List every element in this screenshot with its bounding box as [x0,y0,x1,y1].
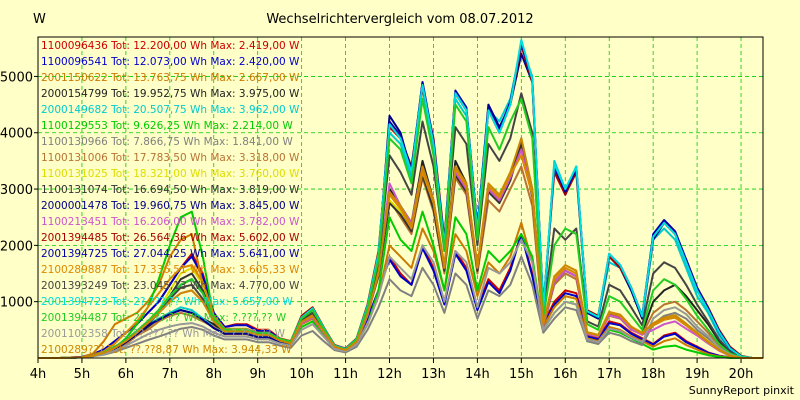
plot-background [38,37,763,358]
legend-entry: 1100129553 Tot: 9.626,25 Wh Max: 2.214,0… [41,120,293,132]
series-line-2001393249 [38,92,763,359]
x-tick-label: 19h [685,367,710,382]
legend-entry: 2001102358 Tot: ??.???,?? Wh Max: ?.???,… [41,328,286,340]
legend-entry: 1100131006 Tot: 17.783,50 Wh Max: 3.318,… [41,152,300,164]
x-tick-label: 20h [729,367,754,382]
x-tick-label: 10h [289,367,314,382]
credit-label: SunnyReport pinxit [689,384,795,397]
series-line-2100289??? [38,137,763,359]
legend-entry: 2001394725 Tot: 27.044,25 Wh Max: 5.641,… [41,248,300,260]
legend-entry: 2100289887 Tot: 17.336,51 Wh Max: 3.605,… [41,264,300,276]
x-tick-label: 14h [465,367,490,382]
legend-entry: 2001394485 Tot: 26.564,36 Wh Max: 5.602,… [41,232,300,244]
y-tick-label: 3000 [0,183,33,198]
x-tick-label: 18h [641,367,666,382]
x-tick-label: 4h [30,367,47,382]
legend-entry: 1100130966 Tot: 7.866,75 Wh Max: 1.841,0… [41,136,293,148]
x-tick-label: 15h [509,367,534,382]
y-tick-label: 2000 [0,239,33,254]
legend-entry: 1100131074 Tot: 16.694,50 Wh Max: 3.819,… [41,184,300,196]
series-line-1100130966 [38,255,763,359]
series-line-1100129553 [38,210,763,359]
x-tick-label: 5h [74,367,91,382]
x-tick-label: 17h [597,367,622,382]
series-line-1100131006 [38,165,763,359]
x-tick-label: 7h [162,367,179,382]
series-line-2001150622 [38,221,763,359]
legend: 1100096436 Tot: 12.200,00 Wh Max: 2.419,… [41,40,300,356]
y-tick-label: 5000 [0,70,33,85]
y-tick-label: 1000 [0,296,33,311]
x-tick-label: 11h [333,367,358,382]
x-tick-label: 8h [205,367,222,382]
x-tick-label: 6h [118,367,135,382]
y-tick-label: 4000 [0,127,33,142]
legend-entry: 1100096436 Tot: 12.200,00 Wh Max: 2.419,… [41,40,300,52]
legend-entry: 2000001478 Tot: 19.960,75 Wh Max: 3.845,… [41,200,300,212]
x-tick-label: 9h [249,367,266,382]
legend-entry: 2001150622 Tot: 13.763,75 Wh Max: 2.667,… [41,72,300,84]
series-line-1100096541 [38,233,763,359]
legend-entry: 2000149682 Tot: 20.507,75 Wh Max: 3.962,… [41,104,300,116]
x-tick-label: 13h [421,367,446,382]
y-axis-unit-label: W [33,12,46,27]
legend-entry: 2000154799 Tot: 19.952,75 Wh Max: 3.975,… [41,88,300,100]
plot-area: 4h 5h 6h 7h 8h 9h 10h 11h 12h 13h 14h 15h 16h 17h 18h 1… [0,36,764,382]
legend-entry: 1100213451 Tot: 16.206,00 Wh Max: 3.782,… [41,216,300,228]
legend-entry: 2100289??? Tot: ??.??8,87 Wh Max: 3.944,… [41,344,292,356]
series-line-2001394487 [38,97,763,359]
legend-entry: 1100096541 Tot: 12.073,00 Wh Max: 2.420,… [41,56,300,68]
legend-entry: 2001393249 Tot: 23.045,13 Wh Max: 4.770,… [41,280,300,292]
chart-title: Wechselrichtervergleich vom 08.07.2012 [266,12,533,27]
series-line-2001102358 [38,238,763,359]
plot-frame [37,36,764,359]
legend-entry: 1100131025 Tot: 18.321,00 Wh Max: 3.760,… [41,168,300,180]
x-tick-label: 12h [377,367,402,382]
legend-entry: 2001394487 Tot: 2?.???,?? Wh Max: ?.???,… [41,312,287,324]
legend-entry: 2001394723 Tot: 2?.???,?? Wh Max: 5.657,… [41,296,293,308]
x-tick-label: 16h [553,367,578,382]
